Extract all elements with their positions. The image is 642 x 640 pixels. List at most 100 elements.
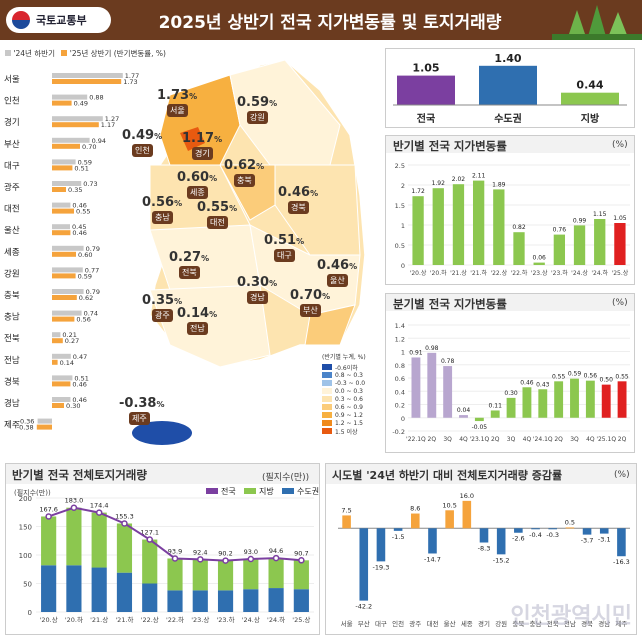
- y-tick: 0.6: [395, 375, 405, 383]
- region-value: 0.70: [82, 143, 96, 151]
- x-tick: '23.상: [191, 615, 209, 624]
- x-tick: '21.상: [450, 269, 467, 277]
- map-legend-item: 0.3 ~ 0.6: [322, 395, 380, 403]
- data-label: 0.11: [489, 402, 503, 409]
- region-label: 울산: [4, 225, 20, 236]
- change-value: -42.2: [355, 603, 372, 611]
- region-bar: [52, 73, 123, 78]
- map-value-11: 0.46%: [317, 258, 357, 273]
- header: 국토교통부 2025년 상반기 전국 지가변동률 및 토지거래량: [0, 0, 642, 40]
- trade-bar-local: [217, 560, 234, 591]
- change-value: 7.5: [341, 506, 351, 514]
- x-tick: 부산: [358, 619, 370, 628]
- change-value: -0.3: [546, 531, 559, 539]
- x-tick: '20.상: [410, 269, 427, 277]
- bar: [432, 188, 444, 265]
- trade-point: [298, 557, 305, 564]
- map-legend-swatch: [322, 388, 332, 394]
- x-tick: '21.하: [115, 615, 133, 624]
- trade-point: [146, 536, 153, 543]
- summary-chart: 1.05 전국 1.40 수도권 0.44 지방: [393, 52, 627, 125]
- bar: [573, 225, 586, 265]
- map-value-number: 0.70: [290, 288, 323, 303]
- data-label: 1.15: [593, 211, 607, 218]
- map-legend-label: -0.6이하: [335, 364, 358, 372]
- map-region-tag: 광주: [152, 309, 173, 322]
- trade-legend-swatch: [206, 488, 218, 494]
- region-bar: [52, 122, 99, 128]
- change-header: [326, 464, 636, 484]
- trade-total-label: 94.6: [269, 547, 283, 555]
- map-percent-sign: %: [229, 204, 238, 213]
- map-value-number: 0.30: [237, 275, 270, 290]
- map-percent-sign: %: [209, 174, 218, 183]
- map-value-0: 1.73%: [157, 88, 197, 103]
- quarter-price-unit: (%): [612, 298, 628, 308]
- y-tick: 1.4: [395, 322, 405, 330]
- map-value-number: 0.51: [264, 233, 297, 248]
- change-bar: [393, 528, 403, 531]
- map-percent-sign: %: [154, 132, 163, 141]
- map-region-tag: 제주: [129, 412, 150, 425]
- trade-legend-swatch: [282, 488, 294, 494]
- map-legend: (반기별 누계, %) -0.6이하 0.8 ~ 0.3 -0.3 ~ 0.0 0.0…: [322, 352, 380, 436]
- map-value-9: 0.51%: [264, 233, 304, 248]
- y-tick: 50: [23, 581, 32, 589]
- map-legend-swatch: [322, 396, 332, 402]
- trade-subunit: (필지수(만)): [14, 489, 51, 497]
- map-percent-sign: %: [310, 189, 319, 198]
- map-region-tag: 경북: [288, 201, 309, 214]
- region-value: -0.38: [17, 424, 34, 432]
- change-bar: [376, 528, 386, 562]
- data-label: 1.92: [432, 180, 446, 187]
- x-tick: '22.하: [166, 615, 184, 624]
- x-tick: 대구: [375, 620, 387, 628]
- change-bar: [496, 528, 506, 555]
- summary-bar: [479, 65, 537, 105]
- map-value-8: 0.46%: [278, 185, 318, 200]
- legend-h24: '24년 하반기: [13, 49, 55, 58]
- bar: [493, 189, 505, 265]
- map-region-tag: 부산: [300, 304, 321, 317]
- region-value: 0.27: [65, 337, 79, 345]
- change-bar: [479, 528, 489, 543]
- trade-bar-capital: [217, 590, 234, 612]
- region-bar: [52, 359, 58, 365]
- org-name: 국토교통부: [36, 14, 87, 27]
- change-value: 10.5: [442, 501, 456, 509]
- map-value-6: 0.56%: [142, 195, 182, 210]
- x-tick: 세종: [461, 619, 473, 628]
- region-label: 전남: [4, 355, 20, 366]
- map-legend-item: 1.2 ~ 1.5: [322, 419, 380, 427]
- x-tick: 경기: [478, 619, 490, 628]
- region-label: 세종: [4, 248, 20, 258]
- region-value: 1.17: [101, 121, 115, 129]
- halfyear-price-panel: [385, 135, 635, 285]
- map-value-number: 0.49: [122, 128, 155, 143]
- trade-bar-local: [116, 523, 133, 573]
- map-value-5: 0.60%: [177, 170, 217, 185]
- x-tick: '25.상: [292, 615, 310, 624]
- summary-label: 지방: [581, 112, 600, 125]
- map-legend-item: 1.5 이상: [322, 427, 380, 436]
- change-value: -3.1: [598, 536, 611, 544]
- region-value: 0.30: [66, 402, 80, 410]
- emblem-icon: [12, 11, 30, 29]
- map-value-number: 1.73: [157, 88, 190, 103]
- y-tick: 0.8: [395, 362, 405, 370]
- map-percent-sign: %: [201, 254, 210, 263]
- map-region-tag: 충남: [152, 211, 173, 224]
- region-label: 광주: [4, 182, 20, 193]
- map-value-number: 0.35: [142, 293, 175, 308]
- map-legend-item: 0.6 ~ 0.9: [322, 403, 380, 411]
- region-label: 충북: [4, 291, 20, 301]
- y-tick: 2.5: [395, 162, 405, 170]
- bar: [533, 262, 545, 265]
- region-label: 인천: [4, 96, 20, 107]
- data-label: 0.91: [409, 349, 423, 356]
- region-label: 부산: [4, 139, 20, 150]
- data-label: 0.06: [533, 255, 547, 262]
- map-value-number: 0.27: [169, 250, 202, 265]
- x-tick: '23.하: [551, 269, 568, 277]
- x-tick: 4Q: [586, 436, 595, 443]
